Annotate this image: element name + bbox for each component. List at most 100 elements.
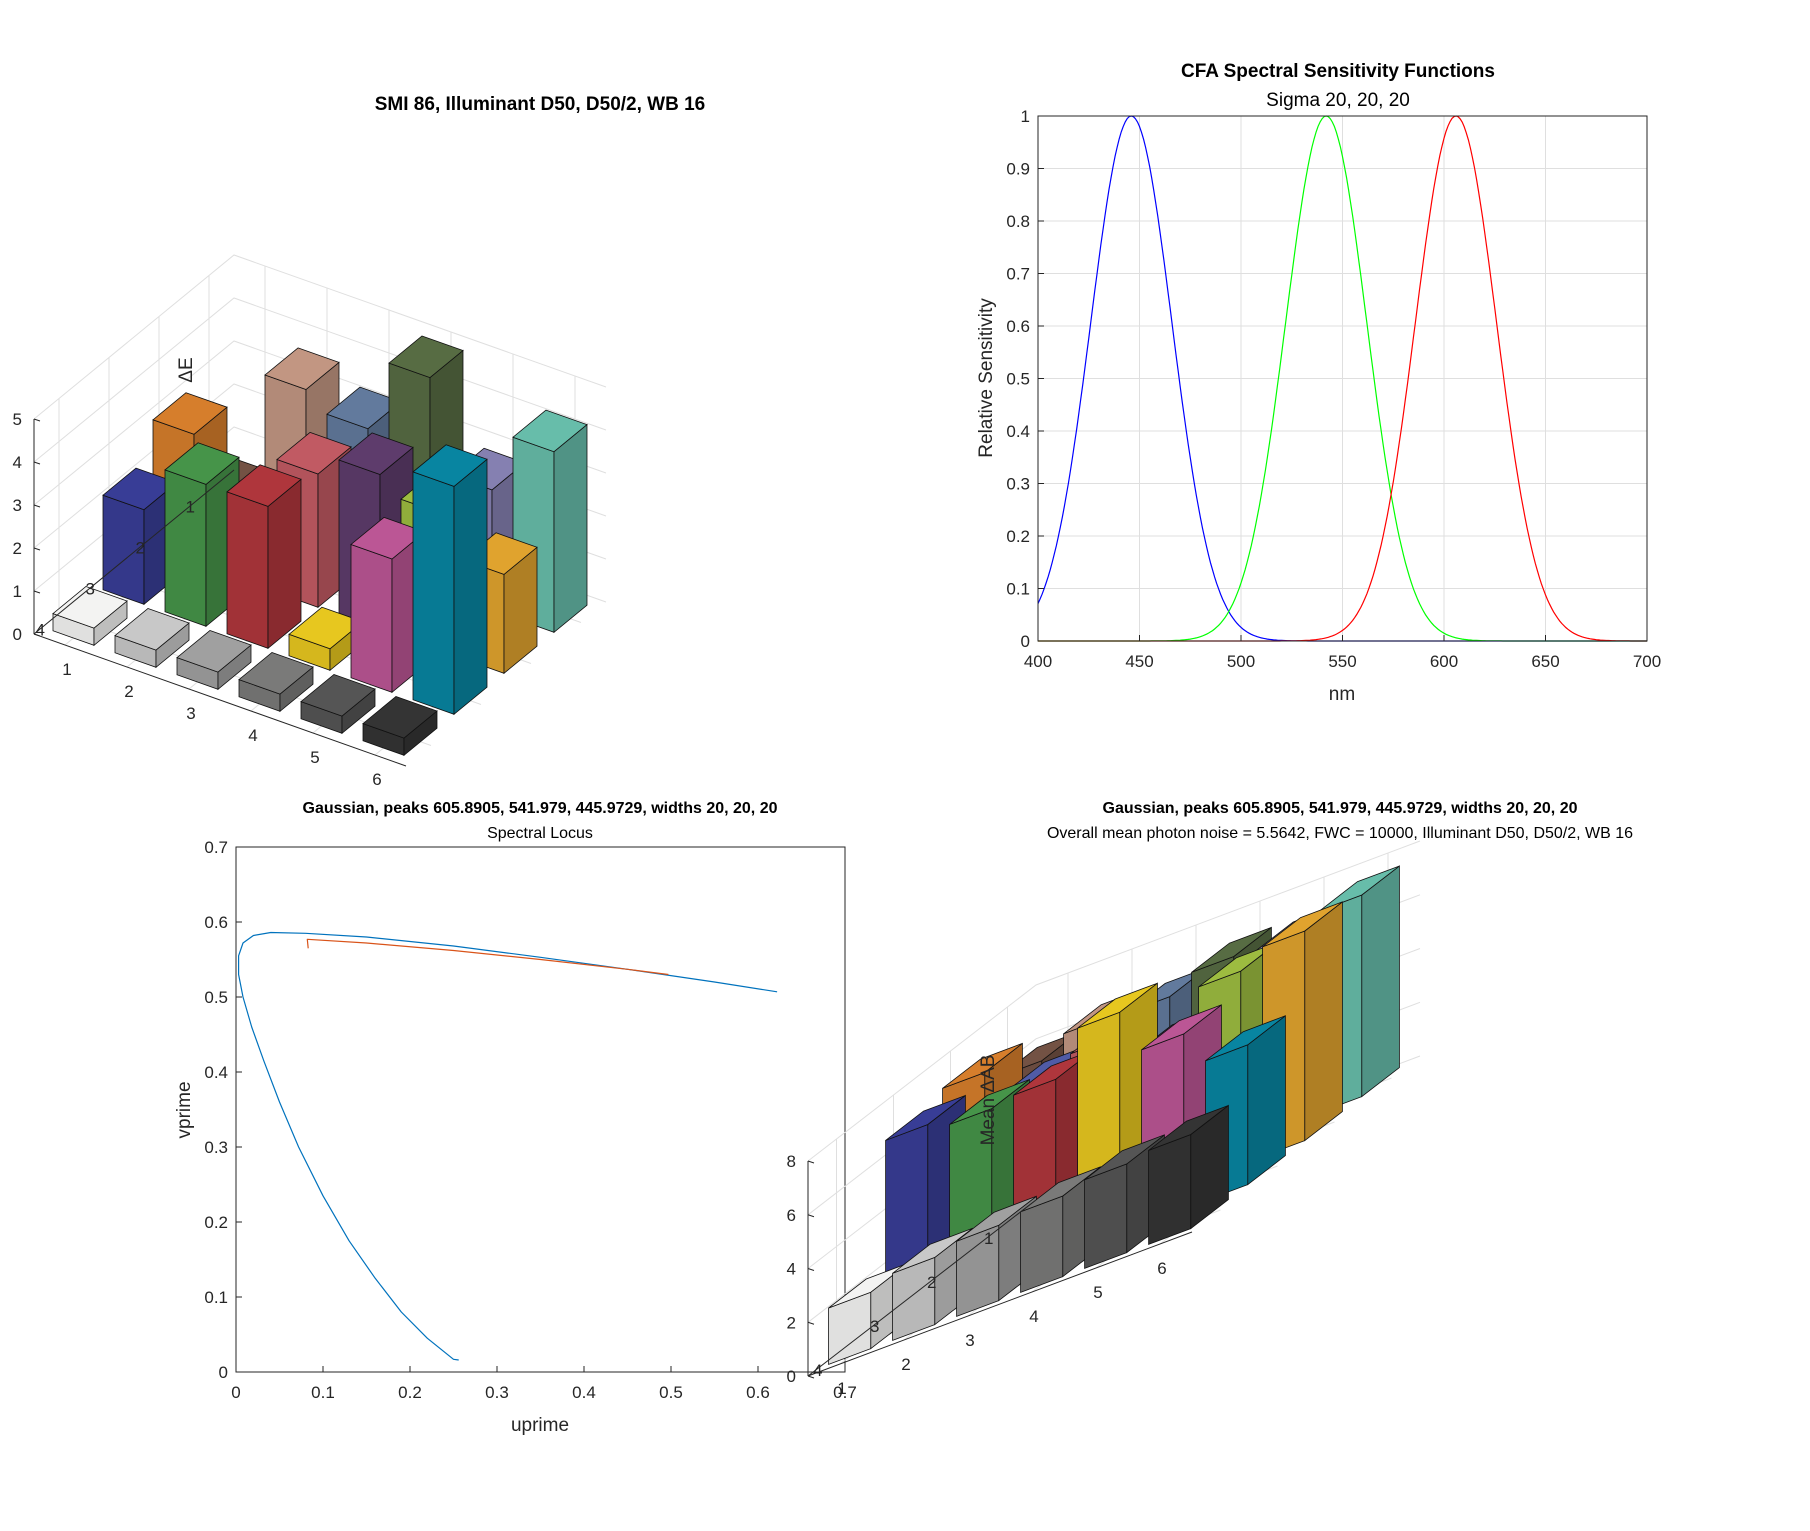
x-tick-label: 0.5: [659, 1383, 683, 1402]
panel3-axes-box: [235, 846, 846, 1373]
panel3-subtitle: Spectral Locus: [487, 825, 593, 842]
z-tick-label: 5: [13, 410, 22, 429]
y-tick-label: 3: [870, 1317, 879, 1336]
x-tick-label: 700: [1633, 652, 1661, 671]
panel2-title: CFA Spectral Sensitivity Functions: [1181, 61, 1495, 82]
bar-side-face: [453, 458, 488, 716]
locus-curve-0: [238, 931, 778, 1361]
bar-r4-c5: [300, 674, 376, 735]
x-tick-label: 6: [1157, 1259, 1166, 1278]
bar-top-face: [949, 1079, 1030, 1125]
x-tick-label: 3: [965, 1331, 974, 1350]
panel3-ylabel: vprime: [174, 1081, 195, 1138]
z-tick-label: 2: [787, 1313, 796, 1332]
y-tick-label: 4: [813, 1361, 822, 1380]
bar-side-face: [267, 478, 302, 650]
x-tick-label: 600: [1430, 652, 1458, 671]
zgrid-line: [33, 340, 607, 506]
bar-front-face: [226, 491, 269, 649]
bar-top-face: [152, 392, 228, 435]
bar-top-face: [276, 431, 352, 475]
panel4-zlabel: Mean ΔAB: [978, 1055, 999, 1146]
y-tick-label: 0.1: [1006, 580, 1030, 599]
y-tick-label: 0.2: [204, 1213, 228, 1232]
z-tick: [807, 1160, 815, 1164]
bar-r4-c6: [362, 696, 438, 757]
z-tick-label: 0: [13, 625, 22, 644]
bar-top-face: [288, 606, 364, 650]
x-tick-label: 0.6: [746, 1383, 770, 1402]
bar-front-face: [1084, 1163, 1128, 1269]
x-tick-label: 450: [1125, 652, 1153, 671]
bar-side-face: [1361, 865, 1400, 1098]
panel3-title: Gaussian, peaks 605.8905, 541.979, 445.9…: [303, 800, 778, 817]
bar-front-face: [412, 471, 455, 715]
x-tick-label: 3: [186, 704, 195, 723]
panel-deltae-bars: SMI 86, Illuminant D50, D50/2, WB 16 0 1 2…: [13, 94, 706, 789]
bar-side-face: [1304, 901, 1343, 1142]
bar-top-face: [1319, 865, 1400, 912]
y-tick-label: 3: [86, 580, 95, 599]
bar-top-face: [1191, 927, 1272, 973]
x-tick-label: 650: [1531, 652, 1559, 671]
panel4-title: Gaussian, peaks 605.8905, 541.979, 445.9…: [1103, 800, 1578, 817]
bar-front-face: [350, 543, 393, 693]
z-tick: [33, 633, 41, 637]
z-tick-label: 6: [787, 1206, 796, 1225]
y-axis: [807, 1199, 1037, 1377]
x-tick-label: 0.3: [485, 1383, 509, 1402]
z-tick: [33, 504, 41, 508]
bar-side-face: [553, 423, 588, 634]
x-tick-label: 0.2: [398, 1383, 422, 1402]
bar-top-face: [176, 630, 252, 673]
bar-top-face: [326, 386, 402, 430]
x-axis: [807, 1231, 1193, 1377]
z-tick: [33, 461, 41, 465]
y-tick-label: 1: [984, 1229, 993, 1248]
y-tick-label: 1: [1021, 107, 1030, 126]
y-tick-label: 2: [136, 539, 145, 558]
y-tick-label: 0: [1021, 632, 1030, 651]
x-tick-label: 0.4: [572, 1383, 596, 1402]
bar-top-face: [264, 347, 340, 390]
bar-front-face: [1148, 1133, 1192, 1245]
panel1-title: SMI 86, Illuminant D50, D50/2, WB 16: [375, 94, 706, 115]
z-tick-label: 1: [13, 582, 22, 601]
bar-r4-c3: [176, 630, 252, 691]
panel-cfa-sensitivity: CFA Spectral Sensitivity Functions Sigma…: [976, 61, 1661, 705]
bar-top-face: [828, 1262, 909, 1309]
bar-r4-c5: [1084, 1134, 1165, 1269]
y-tick-label: 4: [36, 621, 45, 640]
z-tick-label: 8: [787, 1152, 796, 1171]
bar-r1-c6: [512, 409, 588, 634]
panel2-xlabel: nm: [1329, 684, 1355, 705]
bar-top-face: [412, 444, 488, 487]
x-tick-label: 1: [62, 660, 71, 679]
y-axis: [33, 469, 235, 635]
x-tick-label: 2: [901, 1355, 910, 1374]
y-tick-label: 0.9: [1006, 160, 1030, 179]
x-tick-label: 4: [1029, 1307, 1038, 1326]
x-tick-label: 4: [248, 726, 257, 745]
bar-side-face: [1247, 1014, 1286, 1186]
x-axis: [33, 633, 407, 767]
y-tick-label: 0.7: [1006, 265, 1030, 284]
y-tick-label: 0.5: [204, 988, 228, 1007]
panel-spectral-locus: Gaussian, peaks 605.8905, 541.979, 445.9…: [174, 800, 857, 1436]
bar-top-face: [52, 586, 128, 629]
y-tick-label: 0.8: [1006, 212, 1030, 231]
x-tick-label: 0.7: [833, 1383, 857, 1402]
bar-top-face: [942, 1043, 1023, 1089]
x-tick-label: 6: [372, 770, 381, 789]
bar-top-face: [338, 432, 414, 475]
bar-r3-c6: [412, 444, 488, 716]
z-tick: [807, 1321, 815, 1325]
x-tick-label: 0.1: [311, 1383, 335, 1402]
z-tick-label: 3: [13, 496, 22, 515]
bar-top-face: [1141, 1004, 1222, 1051]
bar-front-face: [164, 469, 207, 627]
bar-top-face: [1148, 1105, 1229, 1151]
bar-r4-c4: [238, 652, 314, 713]
zgrid-line: [33, 254, 607, 420]
bar-r3-c3: [226, 464, 302, 650]
